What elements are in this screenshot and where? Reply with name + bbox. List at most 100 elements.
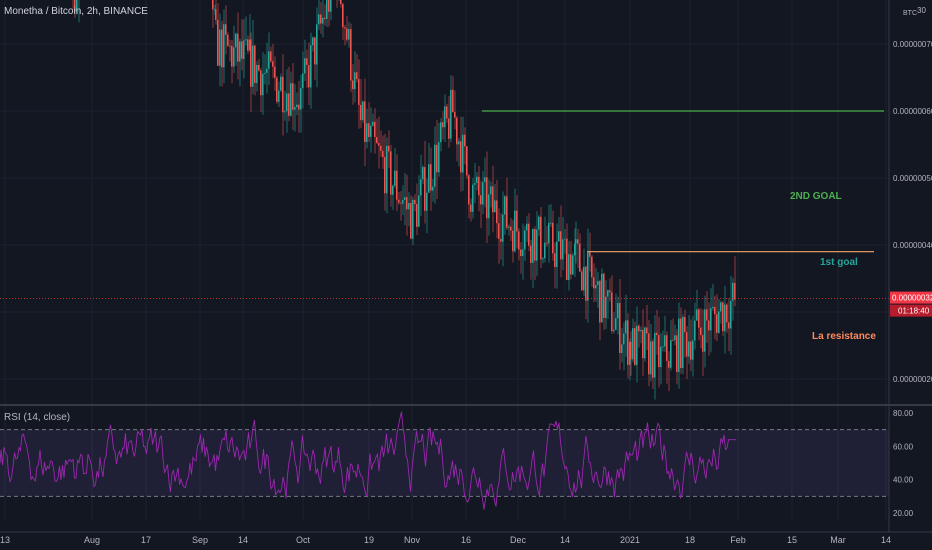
candle xyxy=(406,174,408,236)
candle xyxy=(522,223,524,280)
candle xyxy=(520,242,522,274)
candle xyxy=(554,242,556,289)
candle xyxy=(718,299,720,334)
corner-text: 30 xyxy=(917,6,926,15)
candle xyxy=(581,268,583,292)
countdown-text: 01:18:40 xyxy=(898,307,930,316)
time-tick: 15 xyxy=(787,535,797,545)
candle xyxy=(362,100,364,123)
candle xyxy=(670,320,672,371)
candle xyxy=(462,116,464,191)
candle xyxy=(310,32,312,109)
candle xyxy=(278,81,280,108)
candle xyxy=(642,309,644,376)
candle xyxy=(464,127,466,165)
candle xyxy=(396,154,398,212)
candle xyxy=(607,289,609,319)
candle xyxy=(276,76,278,104)
candle xyxy=(714,295,716,340)
time-tick: 17 xyxy=(141,535,151,545)
candle xyxy=(294,84,296,132)
candle xyxy=(474,162,476,203)
candle xyxy=(350,23,352,93)
price-tick: 0.00000020 xyxy=(893,375,932,384)
candle xyxy=(446,103,448,124)
candle xyxy=(688,315,690,364)
candle xyxy=(410,195,412,240)
candle xyxy=(712,283,714,311)
candle xyxy=(470,198,472,222)
candle xyxy=(613,312,615,334)
candle xyxy=(252,19,254,95)
candle xyxy=(654,315,656,400)
candle xyxy=(587,228,589,323)
time-tick: Aug xyxy=(84,535,100,545)
candle xyxy=(460,116,462,192)
candle xyxy=(704,295,706,368)
candle xyxy=(494,184,496,213)
candle xyxy=(338,0,340,2)
candle xyxy=(512,219,514,263)
candle xyxy=(706,291,708,343)
candle xyxy=(262,52,264,115)
candle xyxy=(638,323,640,348)
candle xyxy=(402,185,404,216)
candle xyxy=(398,191,400,205)
candle xyxy=(237,12,239,80)
candle xyxy=(526,216,528,243)
candle xyxy=(696,289,698,321)
candle xyxy=(716,294,718,342)
candle xyxy=(480,180,482,228)
candle xyxy=(609,278,611,302)
candle xyxy=(414,194,416,212)
candle xyxy=(384,133,386,211)
candle xyxy=(694,302,696,350)
candle xyxy=(702,309,704,376)
time-tick: Mar xyxy=(830,535,846,545)
candle xyxy=(366,108,368,149)
candle xyxy=(78,0,80,23)
candle xyxy=(340,0,342,8)
price-tick: 0.00000070 xyxy=(893,40,932,49)
candle xyxy=(302,51,304,109)
candle xyxy=(585,265,587,320)
candle xyxy=(562,217,564,271)
candle xyxy=(720,300,722,324)
resistance-label: La resistance xyxy=(812,331,876,342)
horizontal-lines xyxy=(0,110,889,300)
candle xyxy=(732,277,734,321)
candle xyxy=(312,36,314,52)
candle xyxy=(566,223,568,281)
candle xyxy=(326,0,328,27)
candle xyxy=(370,107,372,153)
candle xyxy=(376,118,378,145)
candle xyxy=(640,326,642,344)
candle xyxy=(454,90,456,130)
candle xyxy=(456,115,458,162)
candle xyxy=(615,293,617,331)
candle xyxy=(416,183,418,235)
candle xyxy=(595,267,597,302)
candle xyxy=(444,94,446,143)
candle xyxy=(668,351,670,392)
candle xyxy=(664,315,666,353)
candle xyxy=(560,205,562,278)
time-tick: 14 xyxy=(560,535,570,545)
rsi-line xyxy=(0,411,736,510)
candle xyxy=(570,240,572,280)
price-series xyxy=(72,0,736,400)
price-tick: 0.00000060 xyxy=(893,107,932,116)
candle xyxy=(245,16,247,46)
candle xyxy=(634,321,636,367)
candle xyxy=(658,316,660,388)
candle xyxy=(308,42,310,106)
candle xyxy=(212,0,214,28)
candle xyxy=(611,275,613,334)
candle xyxy=(625,294,627,358)
candle xyxy=(636,306,638,383)
candle xyxy=(530,239,532,280)
candle xyxy=(328,0,330,27)
candle xyxy=(484,157,486,208)
candle xyxy=(408,192,410,227)
